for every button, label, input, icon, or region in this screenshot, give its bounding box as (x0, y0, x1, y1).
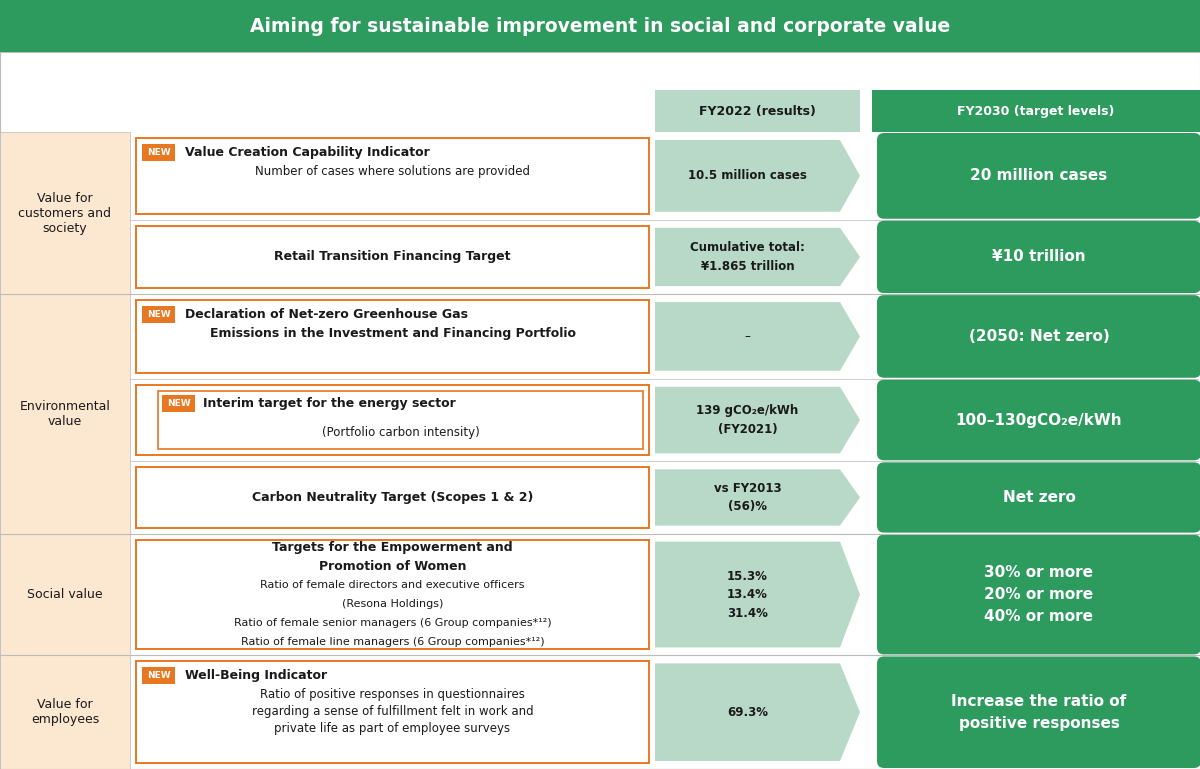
Text: 15.3%: 15.3% (727, 570, 768, 583)
FancyBboxPatch shape (877, 221, 1200, 293)
Text: 30% or more: 30% or more (984, 565, 1093, 580)
Text: 13.4%: 13.4% (727, 588, 768, 601)
Text: Cumulative total:: Cumulative total: (690, 241, 805, 255)
FancyBboxPatch shape (0, 534, 130, 655)
Text: private life as part of employee surveys: private life as part of employee surveys (275, 722, 510, 735)
Text: Value for
employees: Value for employees (31, 698, 100, 726)
Polygon shape (655, 140, 860, 211)
Text: Ratio of female line managers (6 Group companies*¹²): Ratio of female line managers (6 Group c… (241, 637, 545, 647)
Text: vs FY2013: vs FY2013 (714, 481, 781, 494)
Text: Ratio of female directors and executive officers: Ratio of female directors and executive … (260, 580, 524, 590)
FancyBboxPatch shape (136, 661, 649, 763)
FancyBboxPatch shape (877, 534, 1200, 654)
Text: ¥1.865 trillion: ¥1.865 trillion (701, 260, 794, 273)
Text: Carbon Neutrality Target (Scopes 1 & 2): Carbon Neutrality Target (Scopes 1 & 2) (252, 491, 533, 504)
Text: Interim target for the energy sector: Interim target for the energy sector (203, 397, 456, 410)
Text: Value Creation Capability Indicator: Value Creation Capability Indicator (185, 146, 430, 159)
Text: –: – (744, 330, 750, 343)
Text: 31.4%: 31.4% (727, 607, 768, 620)
FancyBboxPatch shape (0, 655, 130, 769)
Text: ¥10 trillion: ¥10 trillion (992, 249, 1086, 265)
Text: 10.5 million cases: 10.5 million cases (688, 169, 806, 182)
FancyBboxPatch shape (655, 90, 860, 132)
Text: (2050: Net zero): (2050: Net zero) (968, 329, 1109, 344)
Text: (56)%: (56)% (728, 500, 767, 513)
FancyBboxPatch shape (136, 384, 649, 455)
Polygon shape (655, 541, 860, 647)
Text: NEW: NEW (167, 399, 191, 408)
Text: positive responses: positive responses (959, 716, 1120, 731)
FancyBboxPatch shape (877, 380, 1200, 461)
Text: Environmental
value: Environmental value (19, 400, 110, 428)
Text: Value for
customers and
society: Value for customers and society (18, 191, 112, 235)
FancyBboxPatch shape (136, 138, 649, 214)
FancyBboxPatch shape (136, 226, 649, 288)
Text: 139 gCO₂e/kWh: 139 gCO₂e/kWh (696, 404, 799, 418)
Text: Net zero: Net zero (1002, 490, 1075, 505)
Text: FY2030 (target levels): FY2030 (target levels) (958, 105, 1115, 118)
Text: 100–130gCO₂e/kWh: 100–130gCO₂e/kWh (955, 412, 1122, 428)
Text: Declaration of Net-zero Greenhouse Gas: Declaration of Net-zero Greenhouse Gas (185, 308, 468, 321)
Text: (FY2021): (FY2021) (718, 423, 778, 436)
FancyBboxPatch shape (162, 394, 196, 411)
Text: Ratio of female senior managers (6 Group companies*¹²): Ratio of female senior managers (6 Group… (234, 618, 551, 628)
Text: Aiming for sustainable improvement in social and corporate value: Aiming for sustainable improvement in so… (250, 16, 950, 35)
Text: regarding a sense of fulfillment felt in work and: regarding a sense of fulfillment felt in… (252, 705, 533, 718)
Text: Increase the ratio of: Increase the ratio of (952, 694, 1127, 709)
Text: Well-Being Indicator: Well-Being Indicator (185, 670, 328, 682)
Text: Ratio of positive responses in questionnaires: Ratio of positive responses in questionn… (260, 688, 524, 701)
Polygon shape (655, 302, 860, 371)
FancyBboxPatch shape (142, 144, 175, 161)
Text: Targets for the Empowerment and: Targets for the Empowerment and (272, 541, 512, 554)
FancyBboxPatch shape (877, 462, 1200, 533)
FancyBboxPatch shape (136, 468, 649, 528)
Text: FY2022 (results): FY2022 (results) (700, 105, 816, 118)
FancyBboxPatch shape (158, 391, 643, 449)
Polygon shape (655, 664, 860, 761)
FancyBboxPatch shape (0, 0, 1200, 52)
Text: 20% or more: 20% or more (984, 587, 1093, 602)
FancyBboxPatch shape (877, 133, 1200, 218)
FancyBboxPatch shape (142, 667, 175, 684)
FancyBboxPatch shape (142, 306, 175, 323)
Text: NEW: NEW (146, 310, 170, 319)
Text: Retail Transition Financing Target: Retail Transition Financing Target (275, 251, 511, 264)
FancyBboxPatch shape (0, 294, 130, 534)
Text: NEW: NEW (146, 148, 170, 157)
FancyBboxPatch shape (136, 300, 649, 373)
Text: Promotion of Women: Promotion of Women (319, 560, 467, 573)
FancyBboxPatch shape (872, 90, 1200, 132)
Text: Emissions in the Investment and Financing Portfolio: Emissions in the Investment and Financin… (210, 327, 576, 340)
FancyBboxPatch shape (877, 657, 1200, 768)
Text: NEW: NEW (146, 671, 170, 681)
Text: Number of cases where solutions are provided: Number of cases where solutions are prov… (256, 165, 530, 178)
FancyBboxPatch shape (0, 132, 130, 294)
Text: (Resona Holdings): (Resona Holdings) (342, 599, 443, 609)
Text: Social value: Social value (28, 588, 103, 601)
FancyBboxPatch shape (877, 295, 1200, 378)
Text: 20 million cases: 20 million cases (971, 168, 1108, 183)
Polygon shape (655, 387, 860, 454)
Text: 69.3%: 69.3% (727, 706, 768, 719)
Polygon shape (655, 469, 860, 525)
FancyBboxPatch shape (136, 540, 649, 650)
Text: (Portfolio carbon intensity): (Portfolio carbon intensity) (322, 427, 479, 439)
Polygon shape (655, 228, 860, 286)
Text: 40% or more: 40% or more (984, 609, 1093, 624)
